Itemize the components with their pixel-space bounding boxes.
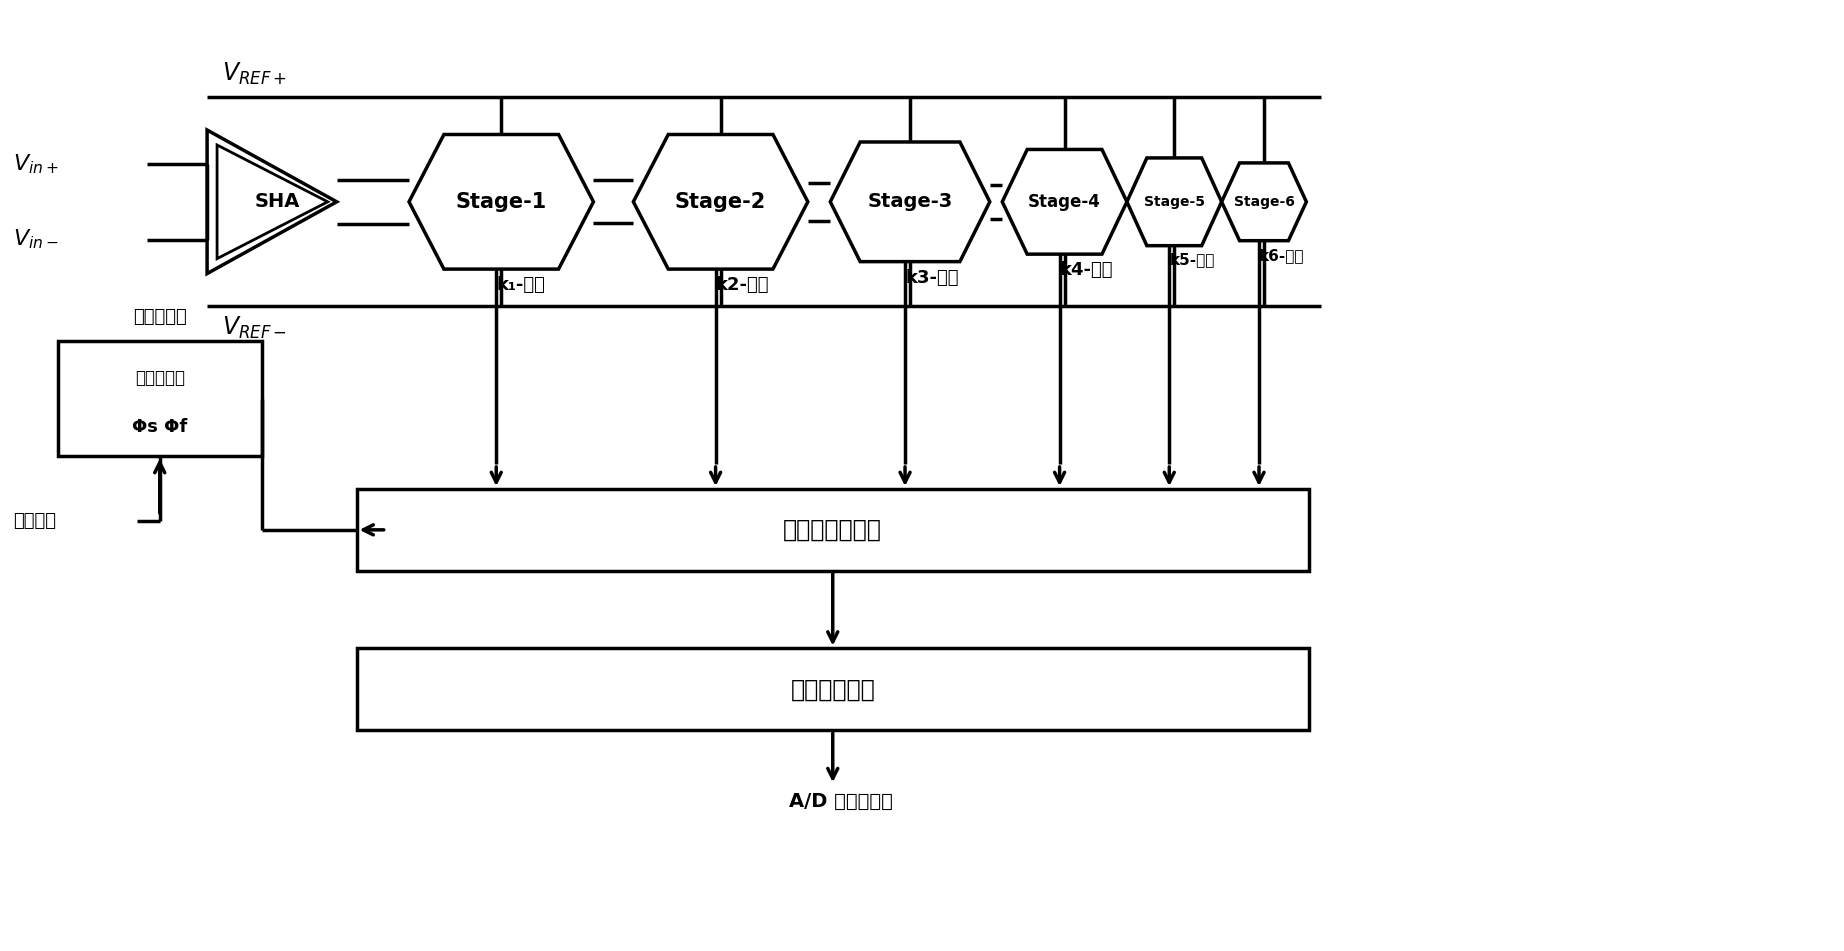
Text: Stage-6: Stage-6: [1234, 195, 1294, 209]
Text: Stage-3: Stage-3: [867, 192, 953, 211]
Text: $V_{REF+}$: $V_{REF+}$: [221, 61, 288, 87]
Text: k3-比特: k3-比特: [905, 268, 959, 286]
Polygon shape: [207, 130, 337, 274]
Polygon shape: [1003, 149, 1127, 254]
Text: k2-比特: k2-比特: [715, 276, 769, 294]
Text: Φs Φf: Φs Φf: [133, 418, 188, 437]
Polygon shape: [409, 134, 594, 269]
Polygon shape: [830, 142, 990, 262]
Text: Stage-1: Stage-1: [455, 192, 548, 212]
Text: k₁-比特: k₁-比特: [496, 276, 546, 294]
Text: SHA: SHA: [254, 192, 299, 211]
Text: 数字校准电路: 数字校准电路: [791, 677, 876, 702]
Text: Stage-4: Stage-4: [1029, 193, 1101, 211]
Text: A/D 转换器输出: A/D 转换器输出: [789, 792, 892, 811]
Text: 时钟信号: 时钟信号: [13, 512, 55, 530]
Text: $V_{in+}$: $V_{in+}$: [13, 152, 59, 176]
Text: k4-比特: k4-比特: [1060, 262, 1114, 280]
Polygon shape: [1127, 158, 1221, 245]
Text: 锁存、延迟电路: 锁存、延迟电路: [784, 518, 881, 542]
Bar: [57, 341, 262, 456]
Text: $V_{in-}$: $V_{in-}$: [13, 228, 59, 251]
Text: 控制流水线: 控制流水线: [133, 308, 186, 326]
Text: k6-比特: k6-比特: [1259, 247, 1304, 262]
Bar: [356, 649, 1309, 730]
Text: $V_{REF-}$: $V_{REF-}$: [221, 315, 288, 340]
Polygon shape: [632, 134, 808, 269]
Text: Stage-2: Stage-2: [675, 192, 767, 212]
Polygon shape: [1221, 163, 1306, 241]
Text: 时钟发生器: 时钟发生器: [135, 369, 184, 387]
Text: Stage-5: Stage-5: [1143, 195, 1204, 209]
Text: k5-比特: k5-比特: [1169, 253, 1215, 267]
Bar: [356, 489, 1309, 571]
